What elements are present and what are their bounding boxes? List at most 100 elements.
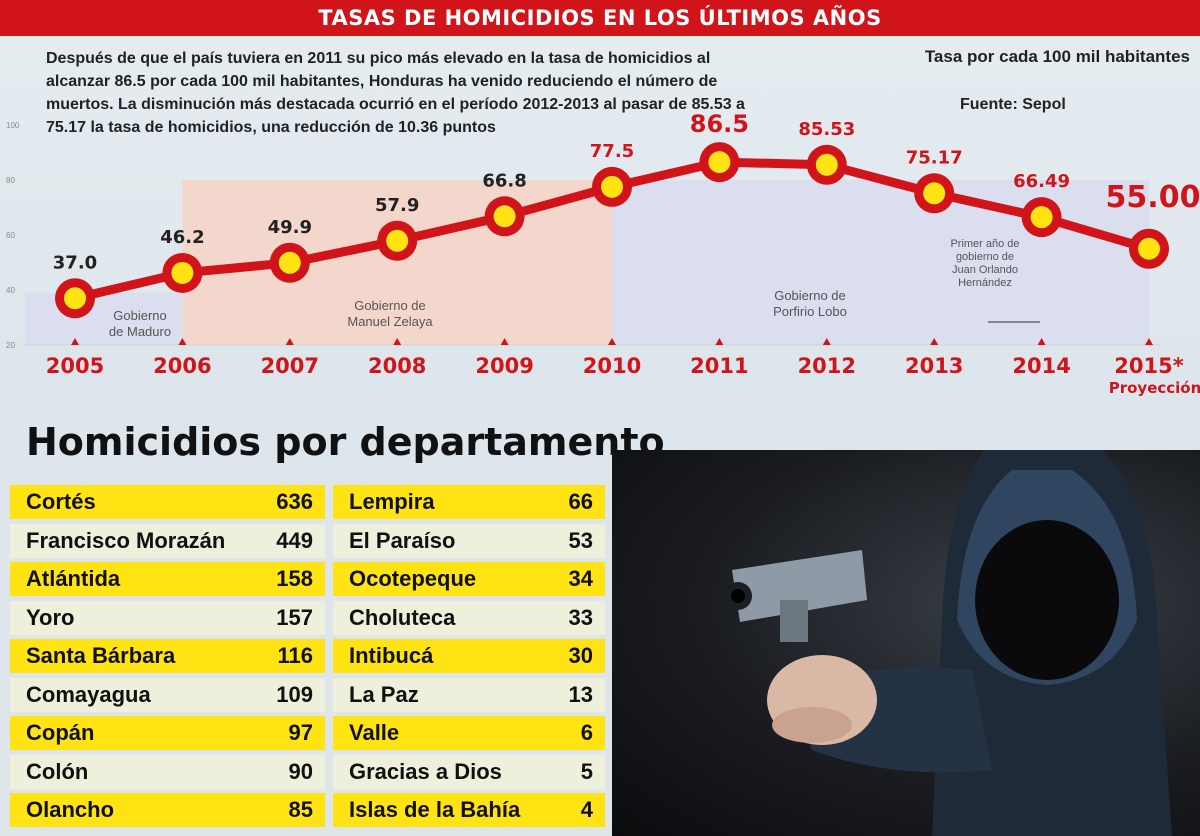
data-label: 57.9 (375, 195, 419, 216)
period-label-line: Porfirio Lobo (773, 304, 847, 319)
department-row: Choluteca 33 (333, 600, 605, 635)
data-point-center (171, 261, 194, 284)
x-tick-label: 2005 (46, 354, 104, 378)
period-label-line: Manuel Zelaya (347, 314, 433, 329)
department-name: Choluteca (349, 604, 456, 630)
department-value: 158 (276, 566, 313, 591)
department-value: 157 (276, 604, 313, 630)
department-value: 53 (568, 527, 593, 553)
unit-label: Tasa por cada 100 mil habitantes (924, 47, 1190, 66)
x-tick-label: 2014 (1012, 354, 1070, 378)
department-name: Colón (26, 758, 89, 784)
data-label: 75.17 (906, 147, 963, 168)
x-tick-label: 2006 (153, 354, 211, 378)
department-name: Atlántida (26, 566, 121, 591)
data-point-center (923, 182, 946, 205)
department-row: El Paraíso 53 (333, 523, 605, 558)
period-label-line: de Maduro (109, 324, 171, 339)
department-value: 85 (288, 797, 313, 822)
y-tick-label: 20 (6, 341, 15, 350)
hooded-gunman-photo (612, 450, 1200, 836)
y-tick-label: 40 (6, 286, 15, 295)
period-label-line: Gobierno de (774, 288, 846, 303)
department-value: 116 (277, 643, 314, 668)
department-name: Gracias a Dios (349, 758, 502, 784)
period-label-line: Gobierno de (354, 298, 426, 313)
department-name: Copán (26, 720, 95, 745)
department-row: Lempira 66 (333, 485, 605, 519)
department-value: 636 (276, 489, 313, 514)
data-point-center (493, 205, 516, 228)
department-name: Yoro (26, 604, 75, 630)
x-tick-mark (71, 338, 79, 345)
data-label: 86.5 (690, 110, 749, 138)
x-tick-mark (393, 338, 402, 345)
department-row: Gracias a Dios 5 (333, 754, 605, 789)
y-tick-label: 60 (6, 231, 15, 240)
source-label: Fuente: Sepol (960, 96, 1066, 113)
department-row: Santa Bárbara 116 (10, 639, 325, 673)
data-label: 85.53 (798, 119, 855, 140)
x-tick-mark (608, 338, 616, 345)
data-label: 46.2 (160, 227, 204, 248)
departments-table-left: Cortés 636 Francisco Morazán 449 Atlántida 15… (10, 485, 325, 832)
jo-annotation-line: Juan Orlando (952, 264, 1018, 276)
x-tick-mark (715, 338, 724, 345)
department-name: Comayagua (26, 681, 151, 707)
department-row: Francisco Morazán 449 (10, 523, 325, 558)
x-tick-label: 2010 (583, 354, 641, 378)
x-tick-label: 2009 (475, 354, 533, 378)
x-tick-mark (1037, 338, 1046, 345)
x-tick-label: 2012 (798, 354, 856, 378)
department-value: 5 (580, 758, 593, 784)
data-point-center (1030, 206, 1053, 229)
department-row: Intibucá 30 (333, 639, 605, 673)
department-name: Olancho (26, 797, 115, 822)
x-tick-mark (930, 338, 939, 345)
x-tick-label: 2007 (261, 354, 319, 378)
department-name: Ocotepeque (349, 566, 477, 591)
data-point-center (708, 151, 731, 174)
x-tick-label: 2015* (1114, 354, 1183, 378)
intro-paragraph: Después de que el país tuviera en 2011 s… (46, 50, 745, 136)
department-value: 109 (276, 681, 313, 707)
department-row: Ocotepeque 34 (333, 562, 605, 596)
departments-title: Homicidios por departamento (26, 420, 665, 464)
department-row: Yoro 157 (10, 600, 325, 635)
data-label: 66.49 (1013, 171, 1070, 192)
department-row: La Paz 13 (333, 677, 605, 712)
period-band (612, 180, 1149, 345)
department-value: 34 (568, 566, 593, 591)
department-row: Atlántida 158 (10, 562, 325, 596)
department-row: Copán 97 (10, 716, 325, 750)
x-tick-label: 2008 (368, 354, 426, 378)
data-label: 66.8 (482, 170, 526, 191)
header-title: TASAS DE HOMICIDIOS EN LOS ÚLTIMOS AÑOS (318, 6, 882, 30)
department-row: Cortés 636 (10, 485, 325, 519)
department-name: Santa Bárbara (26, 643, 176, 668)
department-value: 4 (580, 797, 593, 822)
data-point-center (278, 251, 301, 274)
data-point-center (815, 153, 838, 176)
department-row: Comayagua 109 (10, 677, 325, 712)
x-tick-sublabel: Proyección (1109, 379, 1200, 397)
x-tick-mark (178, 338, 187, 345)
data-point-center (601, 175, 623, 198)
departments-table-right: Lempira 66 El Paraíso 53 Ocotepeque 34 Cholute… (333, 485, 605, 832)
department-value: 66 (568, 489, 593, 514)
department-row: Islas de la Bahía 4 (333, 793, 605, 827)
data-label: 37.0 (53, 252, 97, 273)
x-tick-mark (822, 338, 831, 345)
department-value: 13 (568, 681, 593, 707)
department-value: 449 (276, 527, 313, 553)
y-tick-label: 100 (6, 121, 20, 130)
department-row: Colón 90 (10, 754, 325, 789)
department-name: La Paz (349, 681, 419, 707)
y-tick-label: 80 (6, 176, 15, 185)
jo-annotation-line: Hernández (958, 277, 1012, 289)
department-name: Islas de la Bahía (349, 797, 521, 822)
department-name: El Paraíso (349, 527, 456, 553)
jo-annotation: Primer año de gobierno de Juan Orlando Hern… (950, 238, 1019, 289)
x-tick-mark (1145, 338, 1153, 345)
